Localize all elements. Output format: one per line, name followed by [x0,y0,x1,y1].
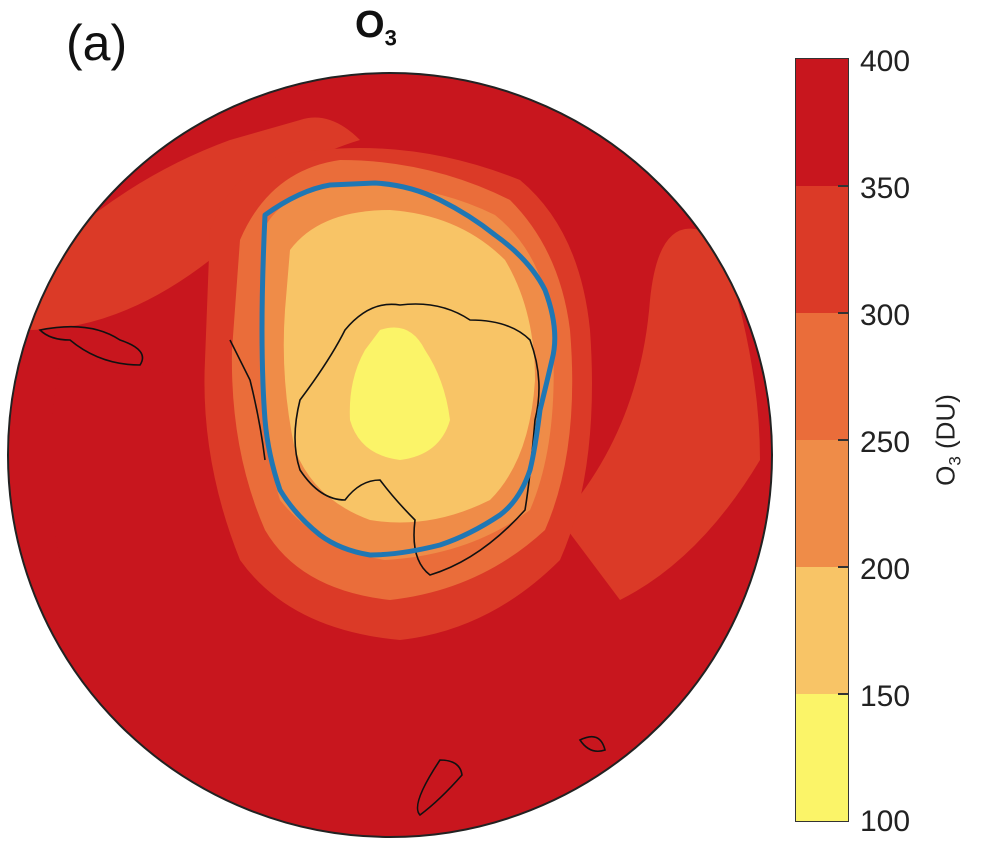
ozone-field [8,73,772,837]
map-boundary [7,72,773,838]
colorbar-tick-mark [838,566,849,568]
ozone-hole-contour [259,180,558,558]
colorbar-tick-mark [838,439,849,441]
ozone-fill-100-150 [349,327,450,460]
colorbar-bin [796,440,848,567]
colorbar-tick-label: 150 [860,680,911,713]
colorbar-tick-label: 300 [860,299,911,332]
colorbar-bin [796,567,848,694]
colorbar-tick-mark [838,185,849,187]
colorbar-bin [796,313,848,440]
coastlines [38,303,606,817]
colorbar-tick-label: 400 [860,45,911,78]
colorbar [795,58,849,822]
colorbar-tick-mark [838,693,849,695]
colorbar-tick-label: 250 [860,426,911,459]
colorbar-tick-label: 100 [860,805,911,838]
colorbar-bin [796,186,848,313]
colorbar-label: O3 (DU) [930,394,965,486]
panel-label: (a) [66,15,128,71]
colorbar-bin [796,694,848,821]
colorbar-tick-mark [838,312,849,314]
colorbar-bin [796,59,848,186]
colorbar-tick-label: 200 [860,553,911,586]
colorbar-tick-label: 350 [860,172,911,205]
map-title: O3 [355,4,397,51]
